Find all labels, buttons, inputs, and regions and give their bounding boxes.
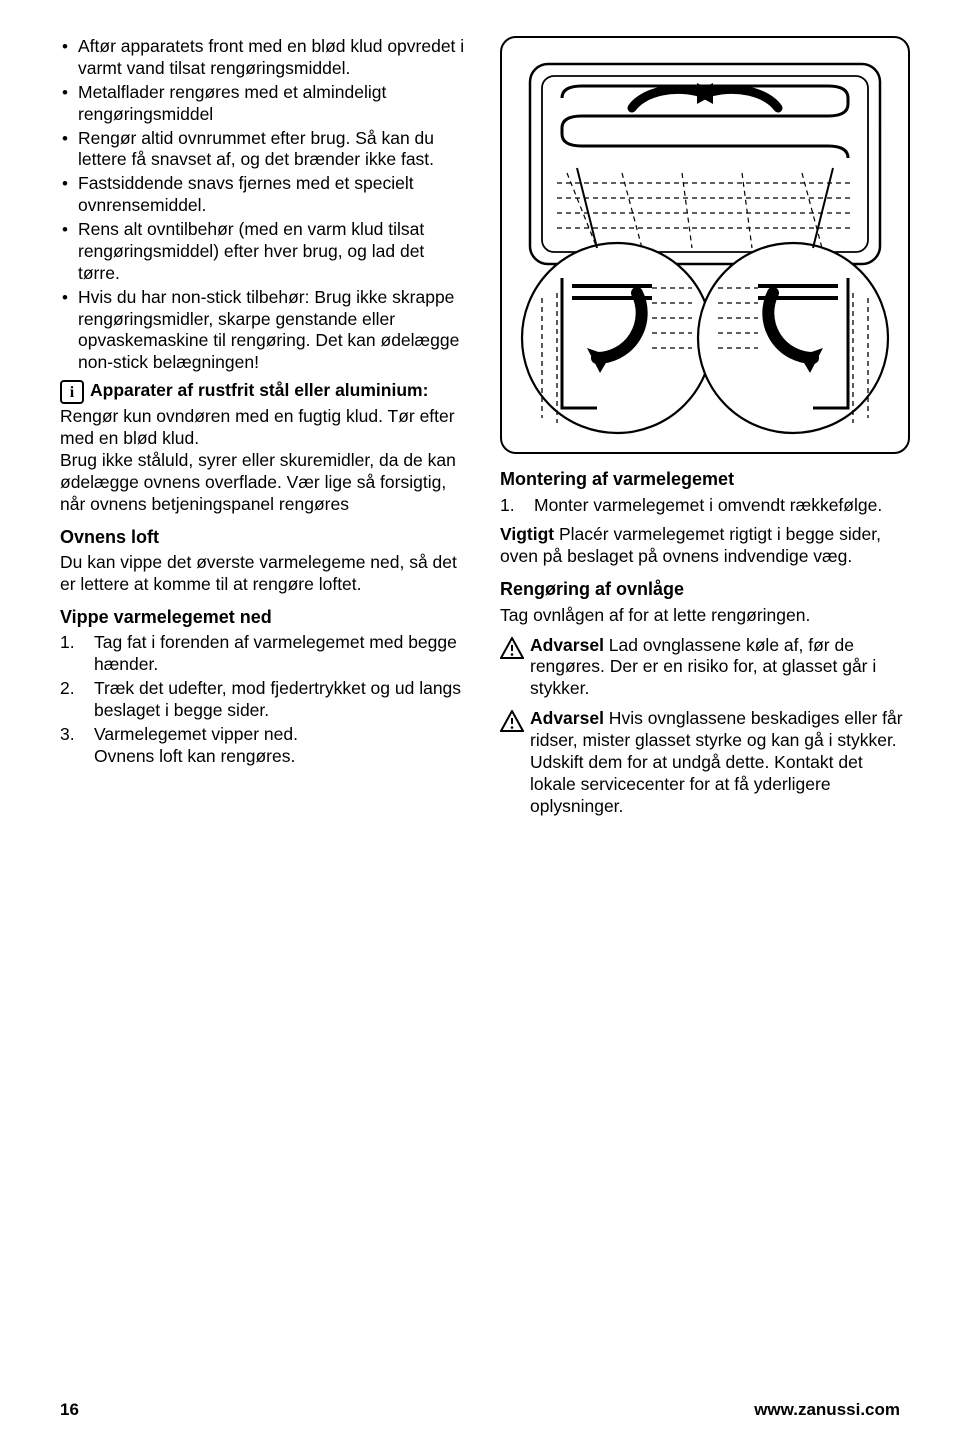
paragraph: Tag ovnlågen af for at lette rengøringen… xyxy=(500,605,910,627)
oven-diagram-svg xyxy=(502,38,908,452)
list-item: Rengør altid ovnrummet efter brug. Så ka… xyxy=(60,128,470,172)
info-body: Rengør kun ovndøren med en fugtig klud. … xyxy=(60,406,470,515)
heading-vippe: Vippe varmelegemet ned xyxy=(60,606,470,629)
cleaning-bullets: Aftør apparatets front med en blød klud … xyxy=(60,36,470,374)
list-item: Hvis du har non-stick tilbehør: Brug ikk… xyxy=(60,287,470,375)
warning-lead: Advarsel xyxy=(530,635,604,655)
list-item: Monter varmelegemet i omvendt rækkefølge… xyxy=(500,495,910,517)
vigtigt-paragraph: Vigtigt Placér varmelegemet rigtigt i be… xyxy=(500,524,910,568)
footer-url: www.zanussi.com xyxy=(754,1400,900,1420)
list-item: Rens alt ovntilbehør (med en varm klud t… xyxy=(60,219,470,285)
warning-1: Advarsel Lad ovnglassene køle af, før de… xyxy=(500,635,910,701)
heading-ovnens-loft: Ovnens loft xyxy=(60,526,470,549)
warning-icon xyxy=(500,710,524,737)
vigtigt-lead: Vigtigt xyxy=(500,524,554,544)
warning-lead: Advarsel xyxy=(530,708,604,728)
info-icon: i xyxy=(60,380,84,404)
vigtigt-body: Placér varmelegemet rigtigt i begge side… xyxy=(500,524,881,566)
heading-montering: Montering af varmelegemet xyxy=(500,468,910,491)
right-column: Montering af varmelegemet Monter varmele… xyxy=(500,36,910,826)
warning-icon xyxy=(500,637,524,664)
manual-page: Aftør apparatets front med en blød klud … xyxy=(0,0,960,1448)
page-number: 16 xyxy=(60,1400,79,1420)
list-item: Tag fat i forenden af varmelegemet med b… xyxy=(60,632,470,676)
oven-diagram xyxy=(500,36,910,454)
list-item: Fastsiddende snavs fjernes med et specie… xyxy=(60,173,470,217)
montering-steps: Monter varmelegemet i omvendt rækkefølge… xyxy=(500,495,910,517)
list-item: Metalflader rengøres med et almindeligt … xyxy=(60,82,470,126)
info-callout: i Apparater af rustfrit stål eller alumi… xyxy=(60,380,470,515)
warning-2: Advarsel Hvis ovnglassene beskadiges ell… xyxy=(500,708,910,817)
list-item: Varmelegemet vipper ned. Ovnens loft kan… xyxy=(60,724,470,768)
heading-rengoring: Rengøring af ovnlåge xyxy=(500,578,910,601)
paragraph: Du kan vippe det øverste varmelegeme ned… xyxy=(60,552,470,596)
list-item: Aftør apparatets front med en blød klud … xyxy=(60,36,470,80)
page-footer: 16 www.zanussi.com xyxy=(60,1400,900,1420)
two-column-layout: Aftør apparatets front med en blød klud … xyxy=(60,36,900,826)
list-item: Træk det udefter, mod fjedertrykket og u… xyxy=(60,678,470,722)
info-title: Apparater af rustfrit stål eller alumini… xyxy=(90,380,428,400)
vippe-steps: Tag fat i forenden af varmelegemet med b… xyxy=(60,632,470,767)
left-column: Aftør apparatets front med en blød klud … xyxy=(60,36,470,826)
